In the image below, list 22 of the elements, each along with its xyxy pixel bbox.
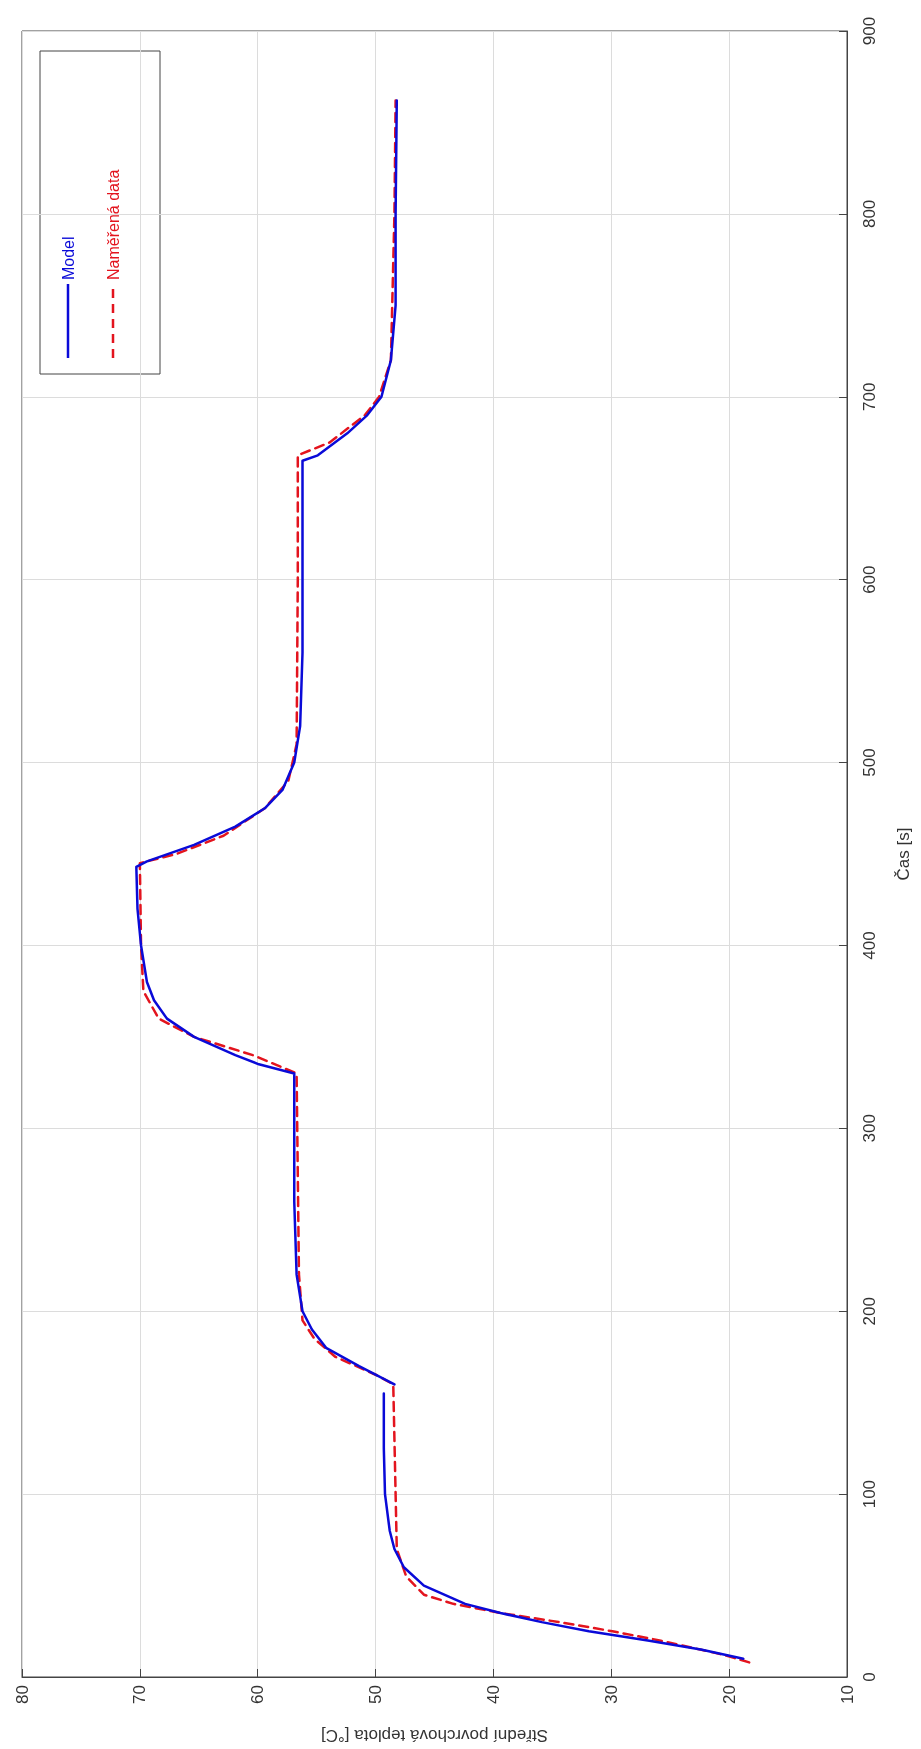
- x-tick-label: 40: [483, 1685, 503, 1704]
- y-tick-label: 400: [860, 931, 879, 960]
- x-tick-label: 20: [719, 1685, 739, 1704]
- y-tick-label: 800: [860, 199, 879, 229]
- x-tick-label: 80: [12, 1685, 32, 1704]
- y-tick-label: 100: [860, 1479, 879, 1509]
- y-tick-label: 700: [860, 382, 879, 411]
- x-tick-label: 70: [130, 1685, 150, 1704]
- y-tick-label: 300: [860, 1114, 879, 1143]
- x-tick-label: 30: [601, 1685, 621, 1704]
- text: Model: [59, 236, 77, 280]
- y-axis-title: Čas [s]: [894, 827, 913, 881]
- y-tick-label: 600: [860, 565, 879, 594]
- x-axis-title: Střední povrchová teplota [°C]: [321, 1726, 548, 1745]
- x-tick-label: 60: [248, 1685, 268, 1704]
- x-tick-label: 10: [837, 1685, 857, 1704]
- y-tick-label: 200: [860, 1297, 879, 1326]
- x-tick-label: 50: [366, 1685, 386, 1704]
- text: Naměřená data: [104, 169, 122, 280]
- y-tick-label: 500: [860, 748, 879, 777]
- y-tick-label: 0: [860, 1672, 879, 1682]
- y-tick-label: 900: [860, 16, 879, 46]
